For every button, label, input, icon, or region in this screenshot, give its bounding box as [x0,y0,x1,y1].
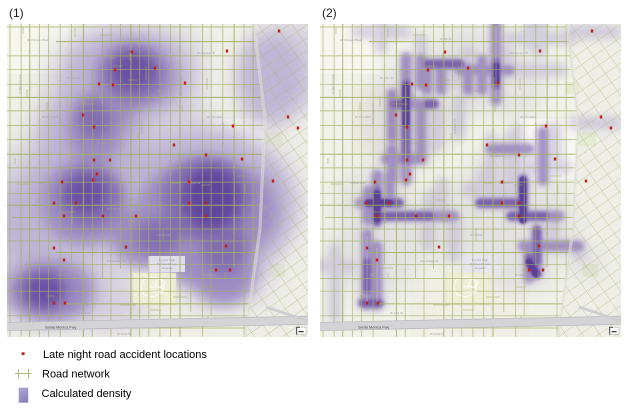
svg-text:Santa Monica Fwy: Santa Monica Fwy [358,326,389,330]
svg-text:S Wilton Pl: S Wilton Pl [453,119,457,134]
svg-text:W 21st St: W 21st St [390,311,403,315]
svg-text:S Manhattan Pl: S Manhattan Pl [58,103,62,124]
svg-text:S Hobart Blvd: S Hobart Blvd [545,215,549,234]
svg-text:Cemetery: Cemetery [150,290,165,294]
svg-text:S Manhattan Pl: S Manhattan Pl [371,103,375,124]
svg-text:W 14th St: W 14th St [410,141,423,145]
svg-text:W 12th St: W 12th St [470,89,483,93]
svg-text:W Pico Blvd: W Pico Blvd [355,115,372,119]
svg-text:Cambridge St: Cambridge St [107,259,126,263]
svg-text:S Hobart Blvd: S Hobart Blvd [232,215,236,234]
svg-text:Loyola High: Loyola High [159,258,176,262]
svg-text:Road network: Road network [42,369,110,381]
svg-text:Rosedale: Rosedale [150,285,164,289]
svg-text:W 18th Pl: W 18th Pl [470,233,483,237]
svg-text:S Western Ave: S Western Ave [331,74,335,94]
svg-text:W 22nd St: W 22nd St [117,332,131,336]
svg-text:W 14th St: W 14th St [97,141,110,145]
svg-text:W 11th St: W 11th St [67,76,80,80]
svg-text:W Pico Blvd: W Pico Blvd [520,115,537,119]
svg-text:S Gramercy Pl: S Gramercy Pl [413,84,417,104]
svg-text:S Wilton Pl: S Wilton Pl [140,119,144,134]
svg-text:Loyola High: Loyola High [472,258,489,262]
svg-text:W 20th St: W 20th St [370,273,383,277]
svg-text:W 15th St: W 15th St [490,154,503,158]
svg-text:W 17th St: W 17th St [107,207,120,211]
svg-text:S Van Ness Ave: S Van Ness Ave [492,77,496,99]
svg-text:Venice Blvd: Venice Blvd [350,181,366,185]
svg-text:S Van Ness Ave: S Van Ness Ave [179,77,183,99]
svg-text:School Of Los: School Of Los [157,262,177,266]
svg-text:W 12th St: W 12th St [157,89,170,93]
svg-text:W 20th St: W 20th St [57,273,70,277]
svg-text:Westmoreland: Westmoreland [70,204,74,224]
svg-text:W 18th St: W 18th St [47,220,60,224]
svg-text:Cambridge St: Cambridge St [420,259,439,263]
svg-text:W 22nd St: W 22nd St [430,332,444,336]
svg-text:W 16th St: W 16th St [500,181,513,185]
svg-text:Calculated density: Calculated density [42,388,132,400]
svg-text:W Pico Blvd: W Pico Blvd [42,115,59,119]
svg-text:W 9th St: W 9th St [440,37,452,41]
svg-text:Angeles: Angeles [474,266,486,270]
svg-text:W 18th Pl: W 18th Pl [157,233,170,237]
svg-text:W 17th St: W 17th St [420,207,433,211]
svg-text:Rosedale: Rosedale [463,285,477,289]
svg-text:W Olympic Bl: W Olympic Bl [510,51,528,55]
svg-text:School Of Los: School Of Los [470,262,490,266]
svg-text:W Olympic Blvd: W Olympic Blvd [27,38,49,42]
svg-text:Angeles: Angeles [161,266,173,270]
svg-text:W 18th St: W 18th St [360,220,373,224]
svg-text:W 16th St: W 16th St [187,181,200,185]
svg-text:W Olympic Bl: W Olympic Bl [197,51,215,55]
svg-text:Late night road accident locat: Late night road accident locations [43,349,207,361]
svg-text:S Western Ave: S Western Ave [18,74,22,94]
svg-text:W 15th St: W 15th St [177,154,190,158]
svg-text:Westmoreland: Westmoreland [383,204,387,224]
svg-text:W 11th St: W 11th St [380,76,393,80]
svg-text:Venice Blvd: Venice Blvd [37,181,53,185]
svg-text:W Olympic Blvd: W Olympic Blvd [340,38,362,42]
svg-text:W Pico Blvd: W Pico Blvd [207,115,224,119]
svg-text:S Gramercy Pl: S Gramercy Pl [100,84,104,104]
svg-text:Santa Monica Fwy: Santa Monica Fwy [45,326,76,330]
svg-text:S St Andrews Pl: S St Andrews Pl [534,122,538,144]
svg-text:W 21st St: W 21st St [77,311,90,315]
svg-text:W 9th St: W 9th St [127,37,139,41]
svg-text:Cemetery: Cemetery [463,290,478,294]
svg-text:W 20th St: W 20th St [202,273,215,277]
svg-text:S St Andrews Pl: S St Andrews Pl [221,122,225,144]
svg-text:W 20th St: W 20th St [515,273,528,277]
